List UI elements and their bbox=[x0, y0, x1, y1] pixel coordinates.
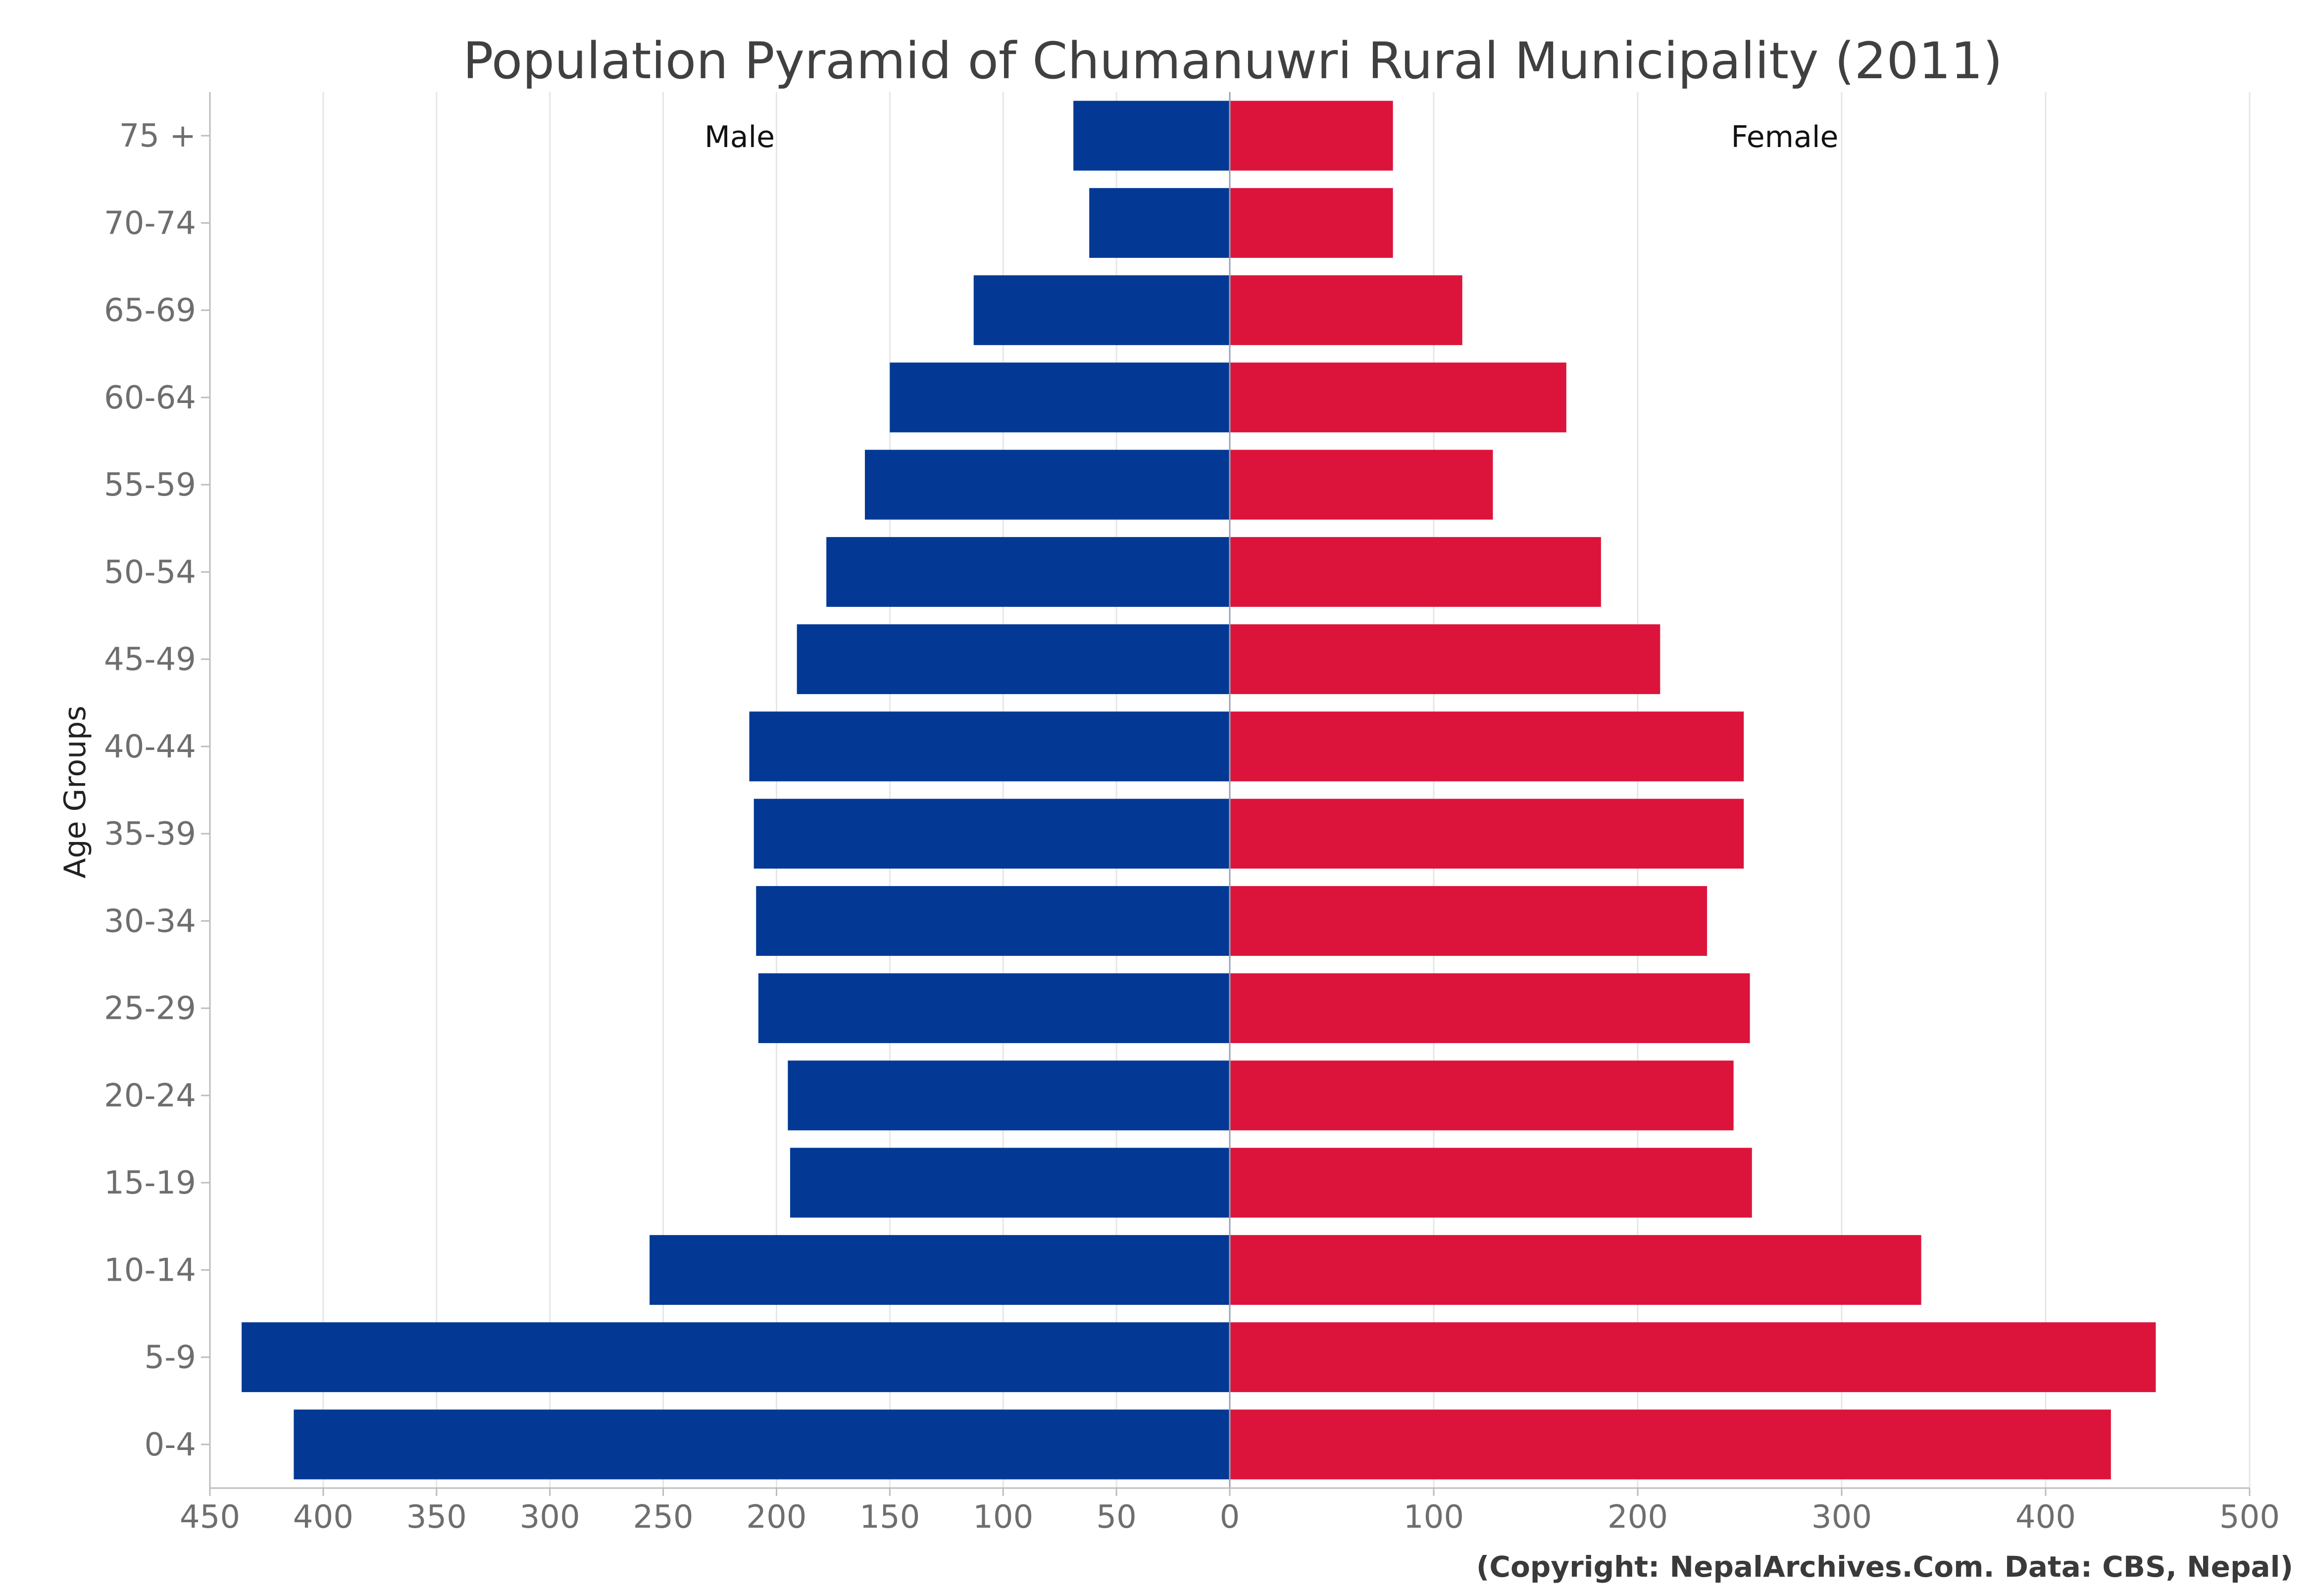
y-tick-label-30-34: 30-34 bbox=[104, 903, 196, 940]
bar-male-35-39 bbox=[754, 798, 1230, 869]
x-tick-label-male-50: 50 bbox=[1096, 1499, 1136, 1536]
y-tick-label-35-39: 35-39 bbox=[104, 816, 196, 852]
bar-male-25-29 bbox=[758, 973, 1230, 1044]
y-tick-label-5-9: 5-9 bbox=[144, 1340, 196, 1376]
bars-layer bbox=[242, 92, 2156, 1488]
y-tick-label-20-24: 20-24 bbox=[104, 1078, 196, 1114]
bar-female-60-64 bbox=[1230, 362, 1566, 433]
x-tick-label-female-200: 200 bbox=[1608, 1499, 1668, 1536]
y-tick-label-45-49: 45-49 bbox=[104, 642, 196, 678]
bar-male-70-74 bbox=[1089, 188, 1230, 258]
x-tick-label-female-300: 300 bbox=[1811, 1499, 1872, 1536]
grid-layer bbox=[209, 92, 2251, 1488]
y-tick-label-65-69: 65-69 bbox=[104, 293, 196, 329]
bar-female-75 bbox=[1230, 100, 1393, 171]
bar-female-40-44 bbox=[1230, 711, 1744, 782]
bar-female-25-29 bbox=[1230, 973, 1750, 1044]
x-tick-label-female-100: 100 bbox=[1404, 1499, 1464, 1536]
bar-male-60-64 bbox=[890, 362, 1230, 433]
y-tick-label-50-54: 50-54 bbox=[104, 554, 196, 591]
bar-female-50-54 bbox=[1230, 537, 1601, 607]
chart-title: Population Pyramid of Chumanuwri Rural M… bbox=[463, 32, 2003, 91]
bar-male-50-54 bbox=[826, 537, 1230, 607]
x-tick-label-male-150: 150 bbox=[859, 1499, 920, 1536]
y-tick-label-60-64: 60-64 bbox=[104, 380, 196, 416]
legend-female-label: Female bbox=[1731, 120, 1839, 154]
bar-male-65-69 bbox=[973, 275, 1230, 346]
bar-male-20-24 bbox=[788, 1060, 1230, 1131]
y-tick-label-25-29: 25-29 bbox=[104, 991, 196, 1027]
bar-female-35-39 bbox=[1230, 798, 1744, 869]
bar-male-0-4 bbox=[294, 1409, 1230, 1480]
y-tick-label-0-4: 0-4 bbox=[144, 1427, 196, 1463]
x-tick-label-male-200: 200 bbox=[746, 1499, 806, 1536]
axis-layer: 450 400 350 300 250 200 150 100 50 0 100 200 300 400 5… bbox=[104, 92, 2280, 1536]
bar-female-70-74 bbox=[1230, 188, 1393, 258]
bar-female-55-59 bbox=[1230, 449, 1493, 520]
x-tick-label-male-100: 100 bbox=[973, 1499, 1033, 1536]
bar-female-30-34 bbox=[1230, 886, 1708, 956]
bar-male-40-44 bbox=[749, 711, 1230, 782]
y-tick-label-10-14: 10-14 bbox=[104, 1252, 196, 1289]
bar-male-55-59 bbox=[864, 449, 1230, 520]
bar-male-15-19 bbox=[790, 1147, 1230, 1218]
x-tick-label-male-350: 350 bbox=[406, 1499, 467, 1536]
bar-female-20-24 bbox=[1230, 1060, 1734, 1131]
bar-female-45-49 bbox=[1230, 624, 1660, 695]
bar-male-10-14 bbox=[650, 1235, 1230, 1305]
x-tick-label-male-0: 0 bbox=[1220, 1499, 1240, 1536]
y-tick-label-40-44: 40-44 bbox=[104, 729, 196, 765]
x-tick-label-male-250: 250 bbox=[633, 1499, 693, 1536]
legend-male-label: Male bbox=[704, 120, 775, 154]
bar-female-15-19 bbox=[1230, 1147, 1752, 1218]
bar-female-5-9 bbox=[1230, 1322, 2156, 1393]
y-tick-label-55-59: 55-59 bbox=[104, 467, 196, 503]
bar-female-10-14 bbox=[1230, 1235, 1921, 1305]
y-tick-label-75: 75 + bbox=[119, 118, 196, 154]
bar-female-0-4 bbox=[1230, 1409, 2111, 1480]
y-axis-title: Age Groups bbox=[58, 705, 93, 878]
y-tick-label-15-19: 15-19 bbox=[104, 1165, 196, 1201]
bar-male-45-49 bbox=[797, 624, 1230, 695]
x-tick-label-male-400: 400 bbox=[293, 1499, 353, 1536]
bar-female-65-69 bbox=[1230, 275, 1462, 346]
bar-male-75 bbox=[1073, 100, 1230, 171]
bar-male-5-9 bbox=[242, 1322, 1230, 1393]
y-tick-label-70-74: 70-74 bbox=[104, 205, 196, 242]
x-tick-label-male-300: 300 bbox=[520, 1499, 580, 1536]
x-tick-label-male-450: 450 bbox=[180, 1499, 240, 1536]
bar-male-30-34 bbox=[756, 886, 1230, 956]
x-tick-label-female-500: 500 bbox=[2219, 1499, 2280, 1536]
x-tick-label-female-400: 400 bbox=[2015, 1499, 2076, 1536]
credit-text: (Copyright: NepalArchives.Com. Data: CBS… bbox=[1476, 1550, 2293, 1584]
